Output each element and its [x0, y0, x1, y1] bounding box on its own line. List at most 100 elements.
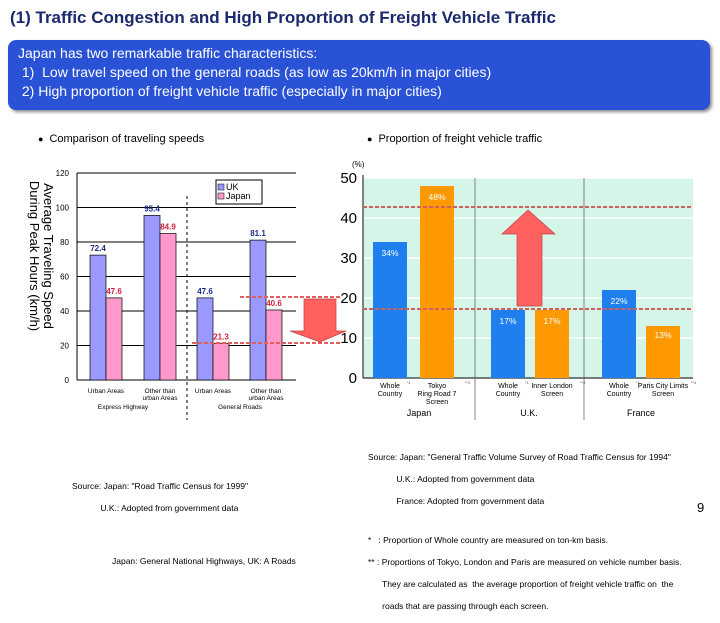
x-tick-label: Whole: [609, 383, 629, 390]
group-label: Japan: [407, 408, 432, 418]
x-tick-label: Whole: [380, 383, 400, 390]
bar: [602, 290, 636, 378]
footnote-mark: *1: [636, 380, 641, 385]
x-tick-label: Paris City Limits: [638, 383, 689, 390]
legend-box: [215, 179, 263, 205]
bar-uk: [249, 239, 267, 381]
source-line: U.K.: Adopted from government data: [368, 474, 535, 484]
footnote-mark: *1: [525, 380, 530, 385]
note-line: ** : Proportions of Tokyo, London and Pa…: [368, 557, 682, 567]
y-tick-label: 0: [65, 376, 70, 385]
y-tick-label: 80: [60, 238, 69, 247]
bar: [646, 326, 680, 378]
down-arrow-icon: [289, 298, 347, 343]
group-label: Express Highway: [98, 404, 149, 411]
x-tick-label: Country: [496, 391, 521, 398]
footnote-mark: **2: [465, 380, 471, 385]
data-label: 47.6: [106, 287, 122, 296]
bar-japan: [105, 297, 123, 381]
legend-swatch: [217, 183, 225, 191]
legend-label: UK: [226, 182, 239, 192]
x-tick-label: Inner London: [531, 383, 572, 390]
source-line: France: Adopted from government data: [368, 496, 545, 506]
x-tick-label: Other than: [145, 388, 176, 395]
y-axis-title: Average Traveling Speed: [41, 183, 56, 329]
right-chart-caption: Proportion of freight vehicle traffic: [367, 133, 542, 145]
bar-uk: [143, 215, 161, 381]
note-line: They are calculated as the average propo…: [368, 579, 674, 589]
bar-japan: [212, 342, 230, 381]
x-tick-label: Ring Road 7: [418, 391, 457, 398]
x-tick-label: Urban Areas: [88, 388, 125, 395]
y-unit: (%): [352, 160, 365, 169]
bar-japan: [265, 309, 283, 381]
legend-swatch: [217, 192, 225, 200]
intro-line: Japan has two remarkable traffic charact…: [18, 45, 318, 61]
data-label: 17%: [499, 316, 516, 326]
y-tick-label: 10: [340, 330, 357, 347]
data-label: 22%: [610, 296, 627, 306]
x-tick-label: Screen: [426, 399, 448, 406]
up-arrow-icon: [501, 209, 556, 307]
source-line: Source: Japan: "General Traffic Volume S…: [368, 452, 671, 462]
data-label: 40.6: [266, 299, 282, 308]
bar-uk: [196, 297, 214, 381]
group-label: France: [627, 408, 655, 418]
group-label: General Roads: [218, 404, 262, 411]
x-tick-label: Country: [607, 391, 632, 398]
x-tick-label: Country: [378, 391, 403, 398]
left-source: Source: Japan: "Road Traffic Census for …: [72, 470, 296, 578]
data-label: 81.1: [250, 229, 266, 238]
note-line: * : Proportion of Whole country are meas…: [368, 535, 609, 545]
footnote-mark: **3: [580, 380, 586, 385]
x-tick-label: Urban Areas: [195, 388, 232, 395]
footnote-mark: *1: [407, 380, 412, 385]
y-axis-title: During Peak Hours (km/h): [27, 181, 42, 331]
left-chart-caption: Comparison of traveling speeds: [38, 133, 204, 145]
source-line: Source: Japan: "Road Traffic Census for …: [72, 481, 248, 491]
right-source: Source: Japan: "General Traffic Volume S…: [368, 441, 682, 623]
x-tick-label: Other than: [251, 388, 282, 395]
x-tick-label: Whole: [498, 383, 518, 390]
x-tick-label: Screen: [652, 391, 674, 398]
y-tick-label: 0: [349, 370, 357, 387]
data-label: 95.4: [144, 204, 160, 213]
y-tick-label: 20: [340, 290, 357, 307]
x-tick-label: Screen: [541, 391, 563, 398]
data-label: 13%: [654, 330, 671, 340]
footnote-mark: **4: [691, 380, 697, 385]
x-tick-label: urban Areas: [142, 395, 178, 402]
page-number: 9: [697, 500, 705, 515]
data-label: 47.6: [197, 287, 213, 296]
bar-japan: [159, 233, 177, 381]
intro-line: 2) High proportion of freight vehicle tr…: [18, 83, 442, 99]
y-tick-label: 40: [60, 307, 69, 316]
x-tick-label: Tokyo: [428, 383, 446, 390]
group-label: U.K.: [520, 408, 538, 418]
data-label: 72.4: [90, 244, 106, 253]
source-line: U.K.: Adopted from government data: [72, 503, 239, 513]
intro-box: Japan has two remarkable traffic charact…: [8, 40, 710, 110]
source-line: Japan: General National Highways, UK: A …: [112, 556, 296, 566]
bar-uk: [89, 254, 107, 381]
data-label: 84.9: [160, 223, 176, 232]
y-tick-label: 30: [340, 250, 357, 267]
slide-title: (1) Traffic Congestion and High Proporti…: [10, 8, 556, 27]
y-tick-label: 20: [60, 342, 69, 351]
y-tick-label: 120: [56, 169, 70, 178]
legend-label: Japan: [226, 191, 251, 201]
bar: [420, 186, 454, 378]
y-tick-label: 100: [56, 204, 70, 213]
data-label: 34%: [381, 248, 398, 258]
data-label: 48%: [428, 192, 445, 202]
note-line: roads that are passing through each scre…: [368, 601, 549, 611]
intro-line: 1) Low travel speed on the general roads…: [18, 64, 492, 80]
x-tick-label: urban Areas: [248, 395, 284, 402]
data-label: 21.3: [213, 332, 229, 341]
data-label: 17%: [543, 316, 560, 326]
y-tick-label: 40: [340, 210, 357, 227]
y-tick-label: 60: [60, 273, 69, 282]
y-tick-label: 50: [340, 170, 357, 187]
bar: [535, 310, 569, 378]
